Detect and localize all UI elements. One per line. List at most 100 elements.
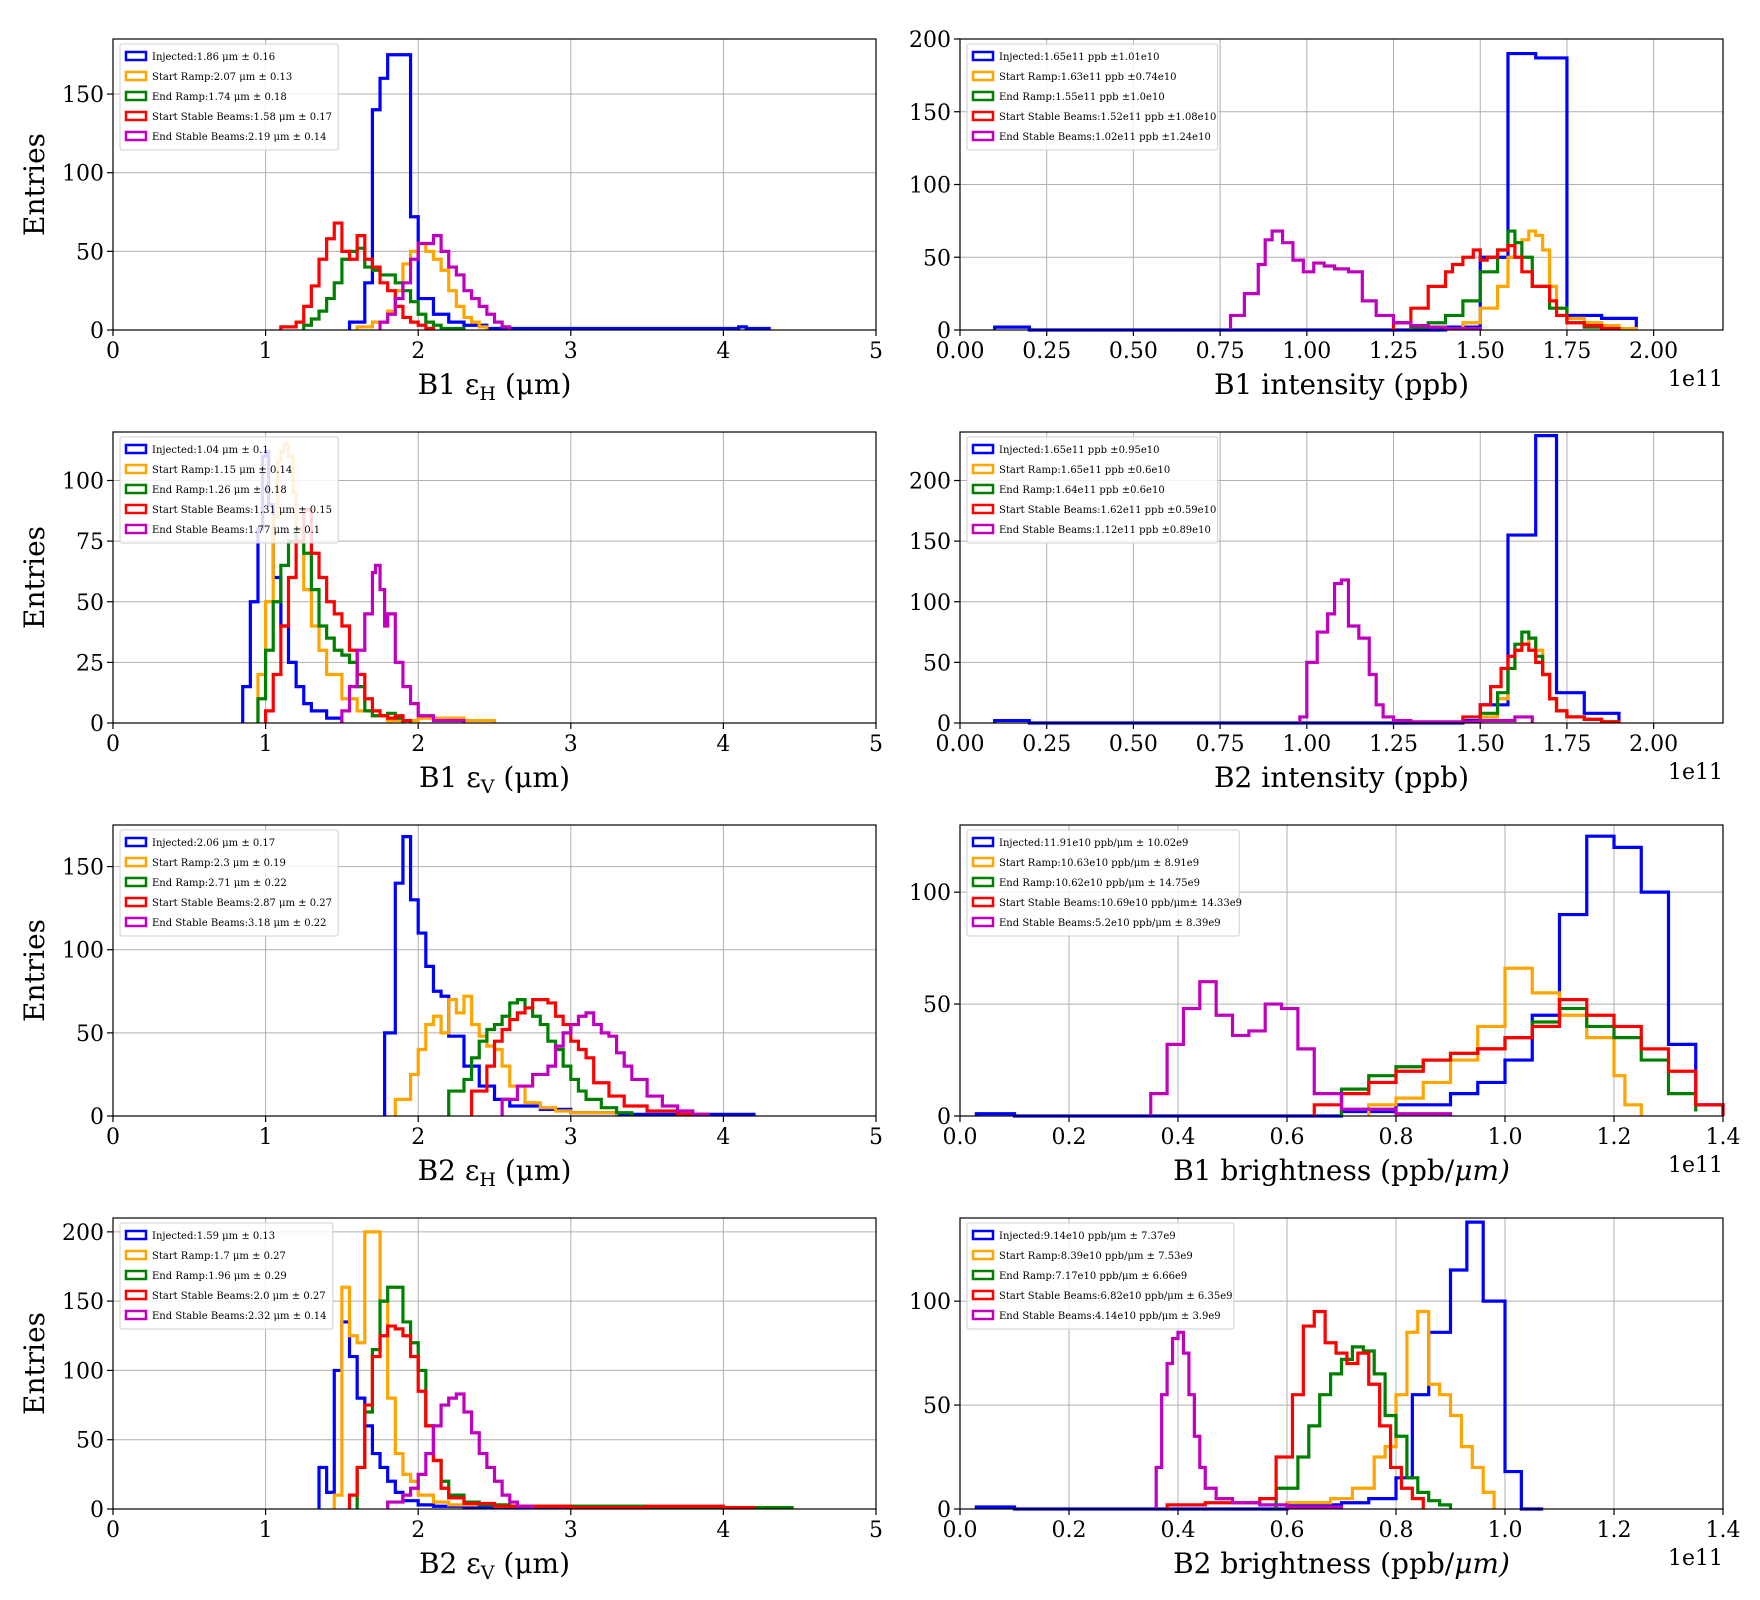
y-tick-label: 100 (909, 1290, 951, 1315)
legend-swatch-magenta (124, 130, 148, 142)
x-tick-label: 1.0 (1488, 1125, 1523, 1150)
x-tick-label: 0 (106, 339, 120, 364)
legend-entry: End Ramp:10.62e10 ppb/μm ± 14.75e9 (999, 878, 1200, 889)
y-tick-label: 75 (76, 530, 104, 555)
x-axis-label: B1 intensity (ppb) (1214, 368, 1469, 401)
legend-entry: Injected:2.06 μm ± 0.17 (152, 838, 275, 849)
legend-entry: End Ramp:2.71 μm ± 0.22 (152, 878, 287, 889)
y-tick-label: 0 (937, 712, 951, 737)
x-tick-label: 2 (411, 339, 425, 364)
legend-entry: Injected:1.86 μm ± 0.16 (152, 52, 275, 63)
y-tick-label: 150 (62, 83, 104, 108)
histogram-series-red (1165, 1309, 1425, 1509)
x-tick-label: 1 (259, 1518, 273, 1543)
legend-entry: Injected:1.59 μm ± 0.13 (152, 1231, 275, 1242)
x-tick-label: 1 (259, 339, 273, 364)
x-tick-label: 1.4 (1706, 1518, 1741, 1543)
x-axis-label: B2 εV (μm) (419, 1547, 570, 1584)
y-axis-label: Entries (18, 919, 51, 1022)
x-tick-label: 1.2 (1597, 1125, 1632, 1150)
legend: Injected:11.91e10 ppb/μm ± 10.02e9 Start … (966, 829, 1242, 937)
y-tick-label: 50 (923, 246, 951, 271)
legend-swatch-red (124, 503, 148, 515)
legend-entry: Injected:1.65e11 ppb ±0.95e10 (999, 445, 1159, 456)
y-axis-label: Entries (18, 526, 51, 629)
y-tick-label: 0 (937, 1105, 951, 1130)
histogram-series-blue (317, 1320, 573, 1510)
legend-swatch-red (124, 1289, 148, 1301)
y-tick-label: 50 (76, 240, 104, 265)
x-tick-label: 2 (411, 1125, 425, 1150)
legend: Injected:1.65e11 ppb ±1.01e10 Start Ramp:… (966, 43, 1219, 151)
axes-frame (112, 1217, 877, 1510)
legend-entry: Start Stable Beams:1.52e11 ppb ±1.08e10 (999, 112, 1216, 123)
legend-box (119, 43, 339, 151)
legend-swatch-blue (971, 443, 995, 455)
legend-box (966, 1222, 1235, 1330)
chart-panel-8: 0.0 0.2 0.4 0.6 0.8 1.0 1.2 1.4 0 50 100 B2 brightn… (909, 1217, 1741, 1580)
legend-entry: End Stable Beams:3.18 μm ± 0.22 (152, 918, 327, 929)
y-axis-label: Entries (18, 133, 51, 236)
legend-entry: End Stable Beams:2.19 μm ± 0.14 (152, 132, 327, 143)
y-tick-label: 100 (62, 939, 104, 964)
axis-offset-label: 1e11 (1668, 1546, 1723, 1571)
legend-swatch-magenta (124, 1309, 148, 1321)
histogram-series-red (470, 998, 710, 1116)
legend-entry: Start Ramp:2.3 μm ± 0.19 (152, 858, 286, 869)
x-axis-label: B2 intensity (ppb) (1214, 761, 1469, 794)
legend-entry: End Ramp:1.74 μm ± 0.18 (152, 92, 287, 103)
x-tick-label: 4 (716, 732, 730, 757)
x-tick-label: 0.8 (1379, 1518, 1414, 1543)
legend-swatch-green (124, 483, 148, 495)
legend-swatch-orange (971, 70, 995, 82)
legend-swatch-orange (124, 1249, 148, 1261)
legend-entry: Start Ramp:2.07 μm ± 0.13 (152, 72, 292, 83)
axes-frame (112, 38, 877, 331)
axes-frame (959, 824, 1724, 1117)
legend-swatch-orange (971, 856, 995, 868)
legend-entry: Injected:11.91e10 ppb/μm ± 10.02e9 (999, 838, 1188, 849)
legend-entry: Start Stable Beams:2.0 μm ± 0.27 (152, 1291, 326, 1302)
chart-panel-6: 0.0 0.2 0.4 0.6 0.8 1.0 1.2 1.4 0 50 100 B1 brightn… (909, 824, 1741, 1187)
histogram-series-orange (1367, 966, 1643, 1116)
legend-swatch-blue (971, 50, 995, 62)
legend-entry: Injected:9.14e10 ppb/μm ± 7.37e9 (999, 1231, 1176, 1242)
x-tick-label: 2.00 (1629, 732, 1678, 757)
legend: Injected:2.06 μm ± 0.17 Start Ramp:2.3 μm… (119, 829, 339, 937)
y-tick-label: 50 (923, 651, 951, 676)
y-tick-label: 100 (62, 162, 104, 187)
legend-swatch-blue (971, 1229, 995, 1241)
histogram-series-red (264, 508, 413, 723)
legend-box (119, 1222, 334, 1330)
histogram-series-orange (393, 994, 619, 1116)
x-tick-label: 0.00 (936, 339, 985, 364)
x-tick-label: 0.0 (943, 1518, 978, 1543)
x-tick-label: 0.4 (1161, 1125, 1196, 1150)
legend-entry: End Ramp:1.26 μm ± 0.18 (152, 485, 287, 496)
legend-entry: Start Stable Beams:2.87 μm ± 0.27 (152, 898, 332, 909)
y-tick-label: 150 (62, 856, 104, 881)
histogram-series-magenta (386, 1392, 535, 1509)
y-tick-label: 150 (909, 530, 951, 555)
x-axis-label: B2 εH (μm) (418, 1154, 572, 1191)
y-tick-label: 150 (909, 101, 951, 126)
legend-box (119, 436, 339, 544)
histogram-series-magenta (1298, 578, 1534, 724)
y-tick-label: 50 (76, 591, 104, 616)
x-tick-label: 4 (716, 339, 730, 364)
x-tick-label: 3 (564, 732, 578, 757)
histogram-series-red (347, 1324, 756, 1510)
x-tick-label: 5 (869, 1125, 883, 1150)
legend-swatch-green (971, 90, 995, 102)
legend-entry: Start Ramp:1.7 μm ± 0.27 (152, 1251, 286, 1262)
y-tick-label: 200 (62, 1221, 104, 1246)
x-tick-label: 0.0 (943, 1125, 978, 1150)
x-tick-label: 5 (869, 339, 883, 364)
x-tick-label: 3 (564, 1125, 578, 1150)
y-tick-label: 200 (909, 28, 951, 53)
x-tick-label: 4 (716, 1518, 730, 1543)
chart-panel-4: 0.00 0.25 0.50 0.75 1.00 1.25 1.50 1.75 2.00 0 50 1… (909, 431, 1724, 794)
axis-offset-label: 1e11 (1668, 760, 1723, 785)
